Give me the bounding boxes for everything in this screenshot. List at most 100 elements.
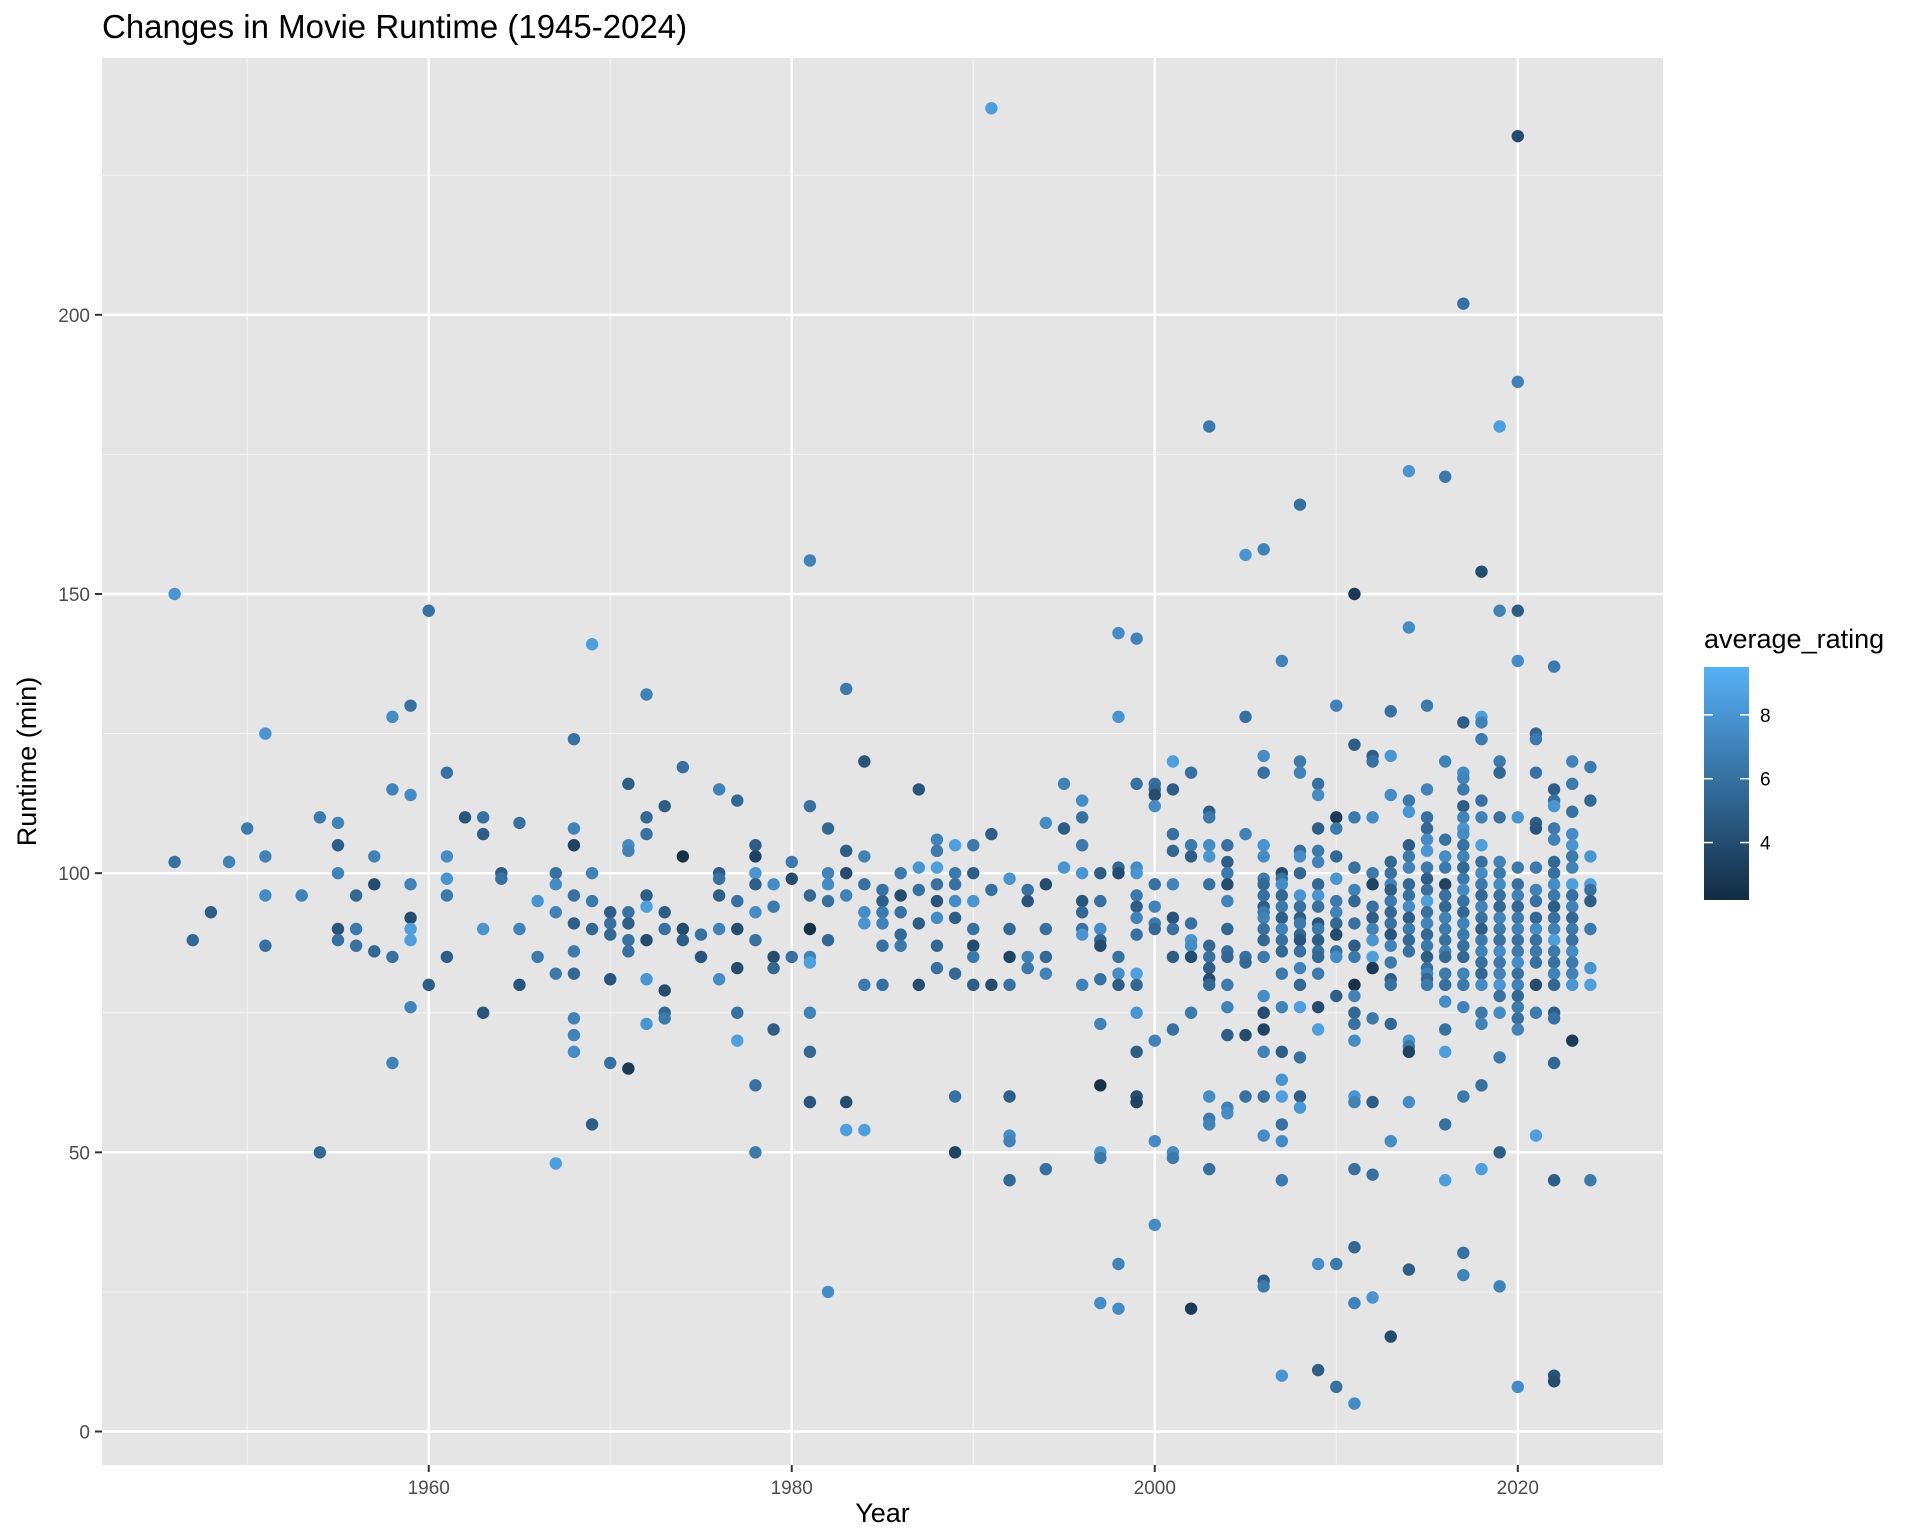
data-point (1130, 900, 1143, 913)
data-point (1257, 989, 1270, 1003)
data-point (1330, 850, 1343, 863)
data-point (1475, 1162, 1488, 1176)
data-point (785, 872, 798, 885)
data-point (1384, 978, 1397, 992)
data-point (1130, 1095, 1143, 1109)
data-point (858, 978, 871, 992)
data-point (1348, 939, 1361, 952)
data-point (858, 850, 871, 863)
data-point (622, 844, 635, 858)
data-point (1475, 811, 1488, 824)
data-point (1457, 839, 1470, 852)
data-point (1221, 866, 1234, 880)
data-point (1348, 861, 1361, 874)
data-point (1457, 917, 1470, 930)
data-point (1257, 911, 1270, 925)
data-point (1493, 900, 1506, 913)
data-point (1402, 945, 1416, 958)
data-point (1511, 1012, 1524, 1025)
data-point (1566, 839, 1579, 852)
data-point (1493, 1146, 1506, 1159)
data-point (1566, 827, 1579, 841)
data-point (858, 755, 871, 768)
data-point (476, 811, 490, 824)
y-tick-label: 200 (58, 306, 90, 327)
data-point (1293, 945, 1307, 958)
data-point (331, 866, 345, 880)
data-point (839, 844, 853, 858)
data-point (1203, 939, 1216, 952)
data-point (1402, 850, 1416, 863)
data-point (1348, 738, 1361, 751)
data-point (1094, 1151, 1107, 1165)
data-point (1402, 1263, 1416, 1276)
data-point (785, 950, 798, 964)
legend: average_rating 4 6 8 (1704, 624, 1884, 900)
data-point (1547, 978, 1561, 992)
data-point (1257, 933, 1270, 947)
data-point (1457, 928, 1470, 941)
data-point (549, 967, 562, 980)
data-point (1257, 850, 1270, 863)
data-point (985, 102, 998, 115)
data-point (1311, 788, 1325, 802)
data-point (585, 894, 599, 908)
data-point (1257, 950, 1270, 964)
legend-ticks: 4 6 8 (1704, 706, 1771, 855)
data-point (1384, 749, 1397, 763)
data-point (1493, 1006, 1506, 1019)
data-point (1184, 950, 1198, 964)
data-point (1438, 470, 1452, 483)
data-point (1075, 906, 1089, 919)
data-point (1420, 783, 1434, 796)
data-point (1584, 922, 1597, 936)
data-point (1366, 878, 1379, 891)
data-point (331, 839, 345, 852)
data-point (1148, 799, 1161, 813)
data-point (458, 811, 472, 824)
data-point (1457, 716, 1470, 729)
data-point (1402, 933, 1416, 947)
data-point (767, 1023, 780, 1036)
data-point (1348, 978, 1361, 992)
data-point (1438, 833, 1452, 846)
data-point (1311, 1023, 1325, 1036)
data-point (767, 961, 780, 975)
data-point (731, 894, 744, 908)
data-point (349, 939, 363, 952)
data-point (1166, 911, 1180, 925)
data-point (1257, 889, 1270, 902)
data-point (1511, 889, 1524, 902)
data-point (1275, 1090, 1289, 1103)
data-point (1384, 956, 1397, 969)
data-point (604, 1056, 617, 1070)
data-point (712, 973, 726, 986)
data-point (1547, 822, 1561, 835)
data-point (1311, 889, 1325, 902)
data-point (1475, 716, 1488, 729)
data-point (1402, 805, 1416, 818)
data-point (404, 699, 417, 712)
data-point (1384, 883, 1397, 897)
data-point (1384, 1330, 1397, 1343)
data-point (259, 850, 272, 863)
data-point (1566, 933, 1579, 947)
data-point (368, 850, 381, 863)
data-point (1475, 911, 1488, 925)
data-point (1094, 973, 1107, 986)
data-point (1148, 878, 1161, 891)
data-point (513, 816, 526, 830)
data-point (1566, 1034, 1579, 1047)
data-point (1493, 811, 1506, 824)
data-point (1493, 978, 1506, 992)
data-point (1584, 794, 1597, 807)
data-point (1566, 922, 1579, 936)
data-point (259, 889, 272, 902)
data-point (585, 866, 599, 880)
data-point (1184, 850, 1198, 863)
data-point (676, 760, 690, 774)
data-point (1057, 861, 1071, 874)
data-point (1438, 889, 1452, 902)
data-point (640, 900, 653, 913)
data-point (168, 587, 181, 601)
